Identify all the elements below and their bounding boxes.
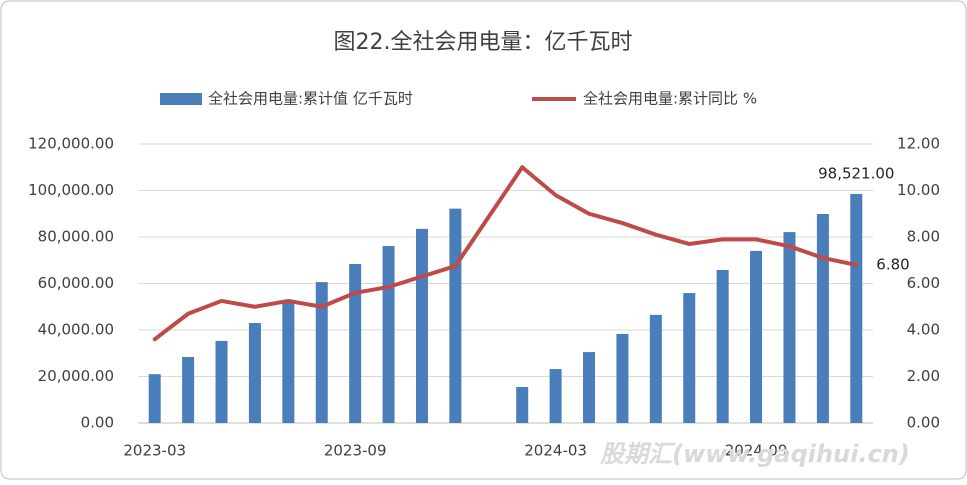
bar <box>315 282 328 423</box>
bar <box>248 323 261 423</box>
y2-tick-label: 0.00 <box>907 414 940 432</box>
y2-tick-label: 8.00 <box>907 228 940 246</box>
bar <box>616 333 629 423</box>
bar <box>382 246 395 423</box>
data-label: 6.80 <box>876 255 909 273</box>
bar <box>516 386 529 423</box>
bar <box>783 232 796 423</box>
x-tick-label: 2024-09 <box>725 442 788 460</box>
bar <box>850 193 863 423</box>
x-tick-label: 2023-09 <box>324 442 387 460</box>
bar <box>750 250 763 423</box>
data-label: 98,521.00 <box>818 164 894 182</box>
bar <box>148 374 161 423</box>
legend-swatch <box>160 93 202 105</box>
y-tick-label: 60,000.00 <box>38 274 114 292</box>
y-tick-label: 120,000.00 <box>28 135 114 153</box>
bar <box>549 369 562 423</box>
legend-label: 全社会用电量:累计同比 % <box>583 90 757 108</box>
line <box>152 165 859 342</box>
bar <box>449 208 462 423</box>
y-tick-label: 40,000.00 <box>38 321 114 339</box>
bar <box>415 228 428 423</box>
y2-tick-label: 10.00 <box>897 181 940 199</box>
bar <box>349 263 362 423</box>
bar <box>816 213 829 423</box>
y2-tick-label: 4.00 <box>907 321 940 339</box>
y2-tick-label: 12.00 <box>897 135 940 153</box>
line-gap-connector <box>453 165 525 269</box>
y-tick-label: 0.00 <box>81 414 114 432</box>
watermark: 股期汇(www.gaqihui.cn) <box>599 440 910 468</box>
y2-tick-label: 6.00 <box>907 274 940 292</box>
bar <box>182 356 195 423</box>
bar <box>282 302 295 423</box>
y2-tick-label: 2.00 <box>907 367 940 385</box>
y-tick-label: 20,000.00 <box>38 367 114 385</box>
y-tick-label: 100,000.00 <box>28 181 114 199</box>
x-tick-label: 2024-03 <box>524 442 587 460</box>
bar <box>215 340 228 423</box>
bar <box>583 352 596 423</box>
x-tick-label: 2023-03 <box>123 442 186 460</box>
bar <box>716 270 729 423</box>
bar <box>683 293 696 423</box>
y-tick-label: 80,000.00 <box>38 228 114 246</box>
chart-title: 图22.全社会用电量：亿千瓦时 <box>334 30 633 55</box>
legend-label: 全社会用电量:累计值 亿千瓦时 <box>208 90 413 108</box>
bar <box>649 314 662 423</box>
